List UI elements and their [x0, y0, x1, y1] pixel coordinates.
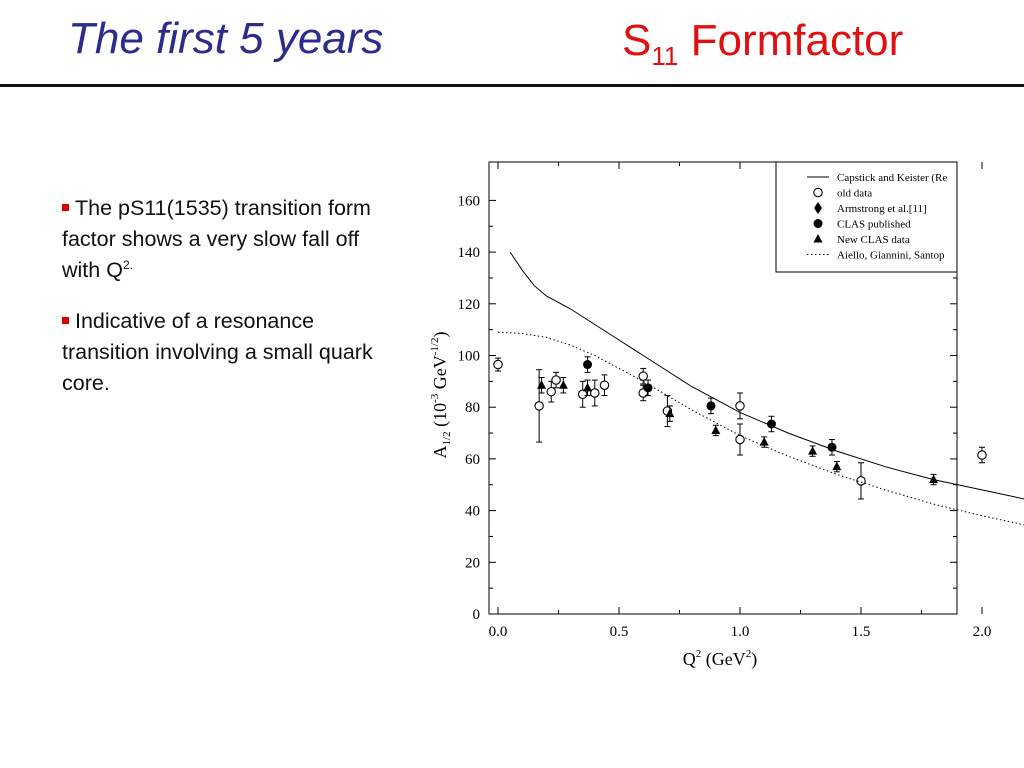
legend-entry: CLAS published	[837, 219, 911, 231]
subtitle-formfactor: Formfactor	[690, 16, 904, 65]
data-point-filled-circle	[706, 401, 716, 411]
title-divider	[0, 84, 1024, 87]
x-tick-label: 1.5	[852, 624, 871, 640]
legend-entry: Aiello, Giannini, Santop	[837, 250, 945, 262]
data-point-filled-triangle	[832, 461, 842, 471]
bullet-text-1: The pS11(1535) transition form factor sh…	[62, 196, 371, 282]
y-tick-label: 40	[465, 504, 480, 520]
legend-entry: Capstick and Keister (Re	[837, 172, 947, 184]
data-point-open-circle	[856, 476, 866, 486]
data-point-filled-circle	[643, 383, 653, 393]
y-tick-label: 80	[465, 400, 480, 416]
bullet-list: The pS11(1535) transition form factor sh…	[62, 193, 392, 419]
legend-marker-open-circle	[813, 187, 823, 198]
data-point-open-circle	[735, 434, 745, 445]
legend: Capstick and Keister (Re old data Armstron…	[775, 161, 958, 273]
data-series	[493, 251, 1024, 526]
bullet-marker-icon	[62, 204, 69, 212]
subtitle-s: S	[622, 16, 652, 65]
data-point-filled-triangle	[558, 380, 568, 389]
data-point-filled-triangle	[759, 437, 769, 446]
data-point-open-circle	[590, 388, 600, 398]
x-tick-label: 0.0	[489, 624, 508, 640]
bullet-text-2: Indicative of a resonance transition inv…	[62, 309, 373, 395]
legend-entry: old data	[837, 188, 872, 200]
data-point-filled-triangle	[808, 446, 818, 455]
legend-marker-filled-diamond	[814, 202, 822, 214]
y-tick-label: 120	[458, 297, 481, 313]
bullet-marker-icon	[62, 317, 69, 325]
x-tick-label: 0.5	[610, 624, 629, 640]
data-point-open-circle	[577, 389, 588, 400]
subtitle-subscript: 11	[651, 41, 679, 71]
y-tick-label: 60	[465, 452, 480, 468]
data-point-open-circle	[546, 386, 556, 397]
x-tick-label: 2.0	[973, 624, 992, 640]
bullet-item-2: Indicative of a resonance transition inv…	[62, 306, 392, 399]
capstick-model-curve	[509, 251, 1024, 500]
legend-entry: Armstrong et al.[11]	[837, 203, 927, 215]
legend-box	[775, 161, 958, 273]
legend-entry: New CLAS data	[837, 234, 910, 246]
data-point-filled-triangle	[665, 408, 675, 418]
data-point-filled-triangle	[929, 474, 939, 484]
y-tick-label: 20	[465, 555, 480, 571]
data-point-filled-triangle	[583, 382, 593, 392]
data-point-open-circle	[551, 375, 561, 385]
data-point-open-circle	[493, 359, 503, 370]
legend-marker-filled-circle	[813, 219, 823, 228]
slide-title: The first 5 years	[68, 14, 384, 63]
legend-marker-filled-triangle	[813, 234, 823, 243]
y-tick-label: 0	[473, 607, 481, 623]
y-tick-label: 140	[458, 245, 481, 261]
data-point-filled-circle	[827, 442, 837, 452]
bullet-sup-1: 2.	[122, 257, 133, 272]
bullet-item-1: The pS11(1535) transition form factor sh…	[62, 193, 392, 286]
data-point-open-circle	[638, 371, 648, 381]
data-point-filled-triangle	[537, 380, 547, 389]
data-point-open-circle	[534, 401, 544, 411]
data-point-open-circle	[735, 401, 745, 411]
plot-frame	[488, 161, 958, 615]
x-tick-label: 1.0	[731, 624, 750, 640]
x-axis-label: Q2 (GeV2)	[683, 648, 757, 670]
y-tick-label: 100	[458, 349, 481, 365]
y-axis-label: A1/2 (10-3 GeV-1/2)	[429, 332, 453, 459]
y-tick-label: 160	[458, 193, 481, 209]
slide-subtitle: S11 Formfactor	[622, 16, 904, 71]
data-point-filled-triangle	[711, 425, 721, 434]
data-point-filled-circle	[766, 419, 776, 429]
data-point-filled-circle	[583, 360, 593, 370]
data-point-open-circle	[599, 380, 610, 390]
data-point-open-circle	[977, 450, 987, 460]
